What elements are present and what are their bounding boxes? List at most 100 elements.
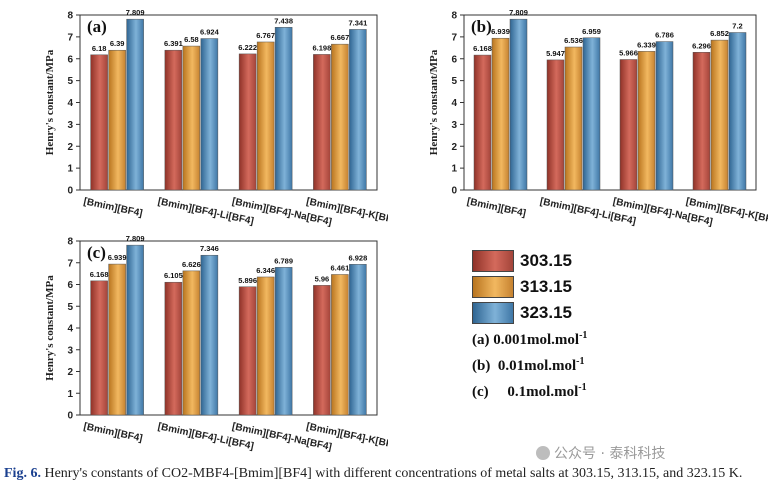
bar-323-15 — [200, 38, 219, 191]
concentration-b-value: 0.01mol.mol — [497, 358, 577, 374]
bar-value-label: 6.198 — [312, 43, 331, 52]
panel-label: (c) — [87, 243, 106, 262]
y-tick-label: 4 — [67, 98, 73, 109]
chart-c-svg: 0 1 2 3 4 5 6 7 8 Henry's constant/MPa (c) 6.168 6.9… — [44, 234, 388, 453]
legend-label-303: 303.15 — [520, 251, 572, 270]
y-tick-label: 7 — [67, 258, 73, 269]
bar-313-15 — [637, 51, 656, 191]
bar-313-15 — [108, 263, 126, 416]
y-tick-label: 6 — [67, 280, 73, 291]
y-tick-label: 6 — [67, 54, 73, 65]
bar-value-label: 7.2 — [732, 22, 742, 31]
y-tick-label: 1 — [451, 164, 457, 175]
bar-value-label: 6.667 — [330, 33, 349, 42]
y-tick-label: 5 — [451, 76, 457, 87]
bar-313-15 — [710, 39, 729, 191]
bar-value-label: 7.341 — [348, 18, 367, 27]
bar-value-label: 6.959 — [582, 27, 601, 36]
y-tick-label: 7 — [451, 32, 457, 43]
bar-323-15 — [728, 32, 747, 191]
bar-303-15 — [546, 59, 565, 191]
category-label: [Bmim][BF4] — [466, 196, 527, 219]
legend-item-313: 313.15 — [472, 276, 572, 298]
bar-value-label: 7.438 — [274, 16, 293, 25]
chart-panel-b: 0 1 2 3 4 5 6 7 8 Henry's constant/MPa (b) 6.168 6.9… — [380, 0, 768, 235]
bar-313-15 — [256, 41, 275, 191]
bar-323-15 — [274, 27, 293, 191]
bar-313-15 — [182, 45, 201, 191]
bar-313-15 — [331, 43, 349, 191]
legend-swatch-323 — [472, 302, 514, 324]
bar-303-15 — [164, 49, 183, 191]
bar-323-15 — [349, 29, 367, 191]
bar-value-label: 5.947 — [546, 49, 565, 58]
bar-303-15 — [692, 52, 711, 191]
legend: 303.15 313.15 323.15 (a) 0.001mol.mol-1 … — [472, 250, 652, 410]
bar-303-15 — [238, 53, 257, 191]
watermark: 公众号 · 泰科科技 — [536, 443, 665, 463]
bar-323-15 — [126, 18, 144, 191]
y-tick-label: 7 — [67, 32, 73, 43]
bar-value-label: 6.346 — [256, 266, 275, 275]
bar-value-label: 6.928 — [348, 253, 367, 262]
legend-label-323: 323.15 — [520, 303, 572, 322]
concentration-a: (a) 0.001mol.mol-1 — [472, 330, 587, 349]
category-label: [Bmim][BF4] — [83, 421, 144, 444]
bar-value-label: 5.966 — [619, 48, 638, 57]
bar-323-15 — [349, 264, 367, 416]
concentration-c: (c) 0.1mol.mol-1 — [472, 382, 587, 401]
bar-value-label: 6.39 — [110, 39, 125, 48]
y-tick-label: 3 — [67, 120, 73, 131]
y-axis-label: Henry's constant/MPa — [428, 49, 440, 155]
y-tick-label: 5 — [67, 302, 73, 313]
bar-303-15 — [473, 54, 492, 191]
y-tick-label: 0 — [67, 186, 73, 197]
y-tick-label: 1 — [67, 164, 73, 175]
bar-303-15 — [313, 285, 331, 416]
legend-item-323: 323.15 — [472, 302, 572, 324]
bar-value-label: 6.924 — [200, 28, 220, 37]
bar-303-15 — [313, 54, 331, 191]
bar-value-label: 6.786 — [655, 31, 674, 40]
y-tick-label: 0 — [67, 411, 73, 422]
watermark-text: 公众号 · 泰科科技 — [554, 446, 666, 462]
bar-303-15 — [90, 54, 108, 191]
bar-value-label: 6.391 — [164, 39, 183, 48]
legend-item-303: 303.15 — [472, 250, 572, 272]
panel-label: (a) — [87, 17, 107, 36]
y-axis-label: Henry's constant/MPa — [44, 275, 56, 381]
concentration-b: (b) 0.01mol.mol-1 — [472, 356, 585, 375]
bar-value-label: 6.222 — [238, 43, 257, 52]
bar-value-label: 7.809 — [509, 8, 528, 17]
bar-value-label: 6.461 — [330, 263, 349, 272]
concentration-a-exp: -1 — [579, 330, 588, 341]
legend-swatch-303 — [472, 250, 514, 272]
bar-303-15 — [238, 286, 257, 416]
concentration-a-tag: (a) — [472, 332, 490, 348]
category-label: [Bmim][BF4] — [83, 196, 144, 219]
y-tick-label: 8 — [451, 11, 457, 22]
bar-value-label: 6.168 — [90, 270, 109, 279]
bar-value-label: 7.346 — [200, 244, 219, 253]
y-tick-label: 2 — [67, 367, 73, 378]
bar-303-15 — [164, 281, 183, 416]
bar-313-15 — [108, 49, 126, 191]
y-tick-label: 3 — [67, 345, 73, 356]
y-axis-label: Henry's constant/MPa — [44, 49, 56, 155]
bar-323-15 — [655, 41, 674, 191]
bar-value-label: 6.536 — [564, 36, 583, 45]
bar-323-15 — [200, 254, 219, 416]
bar-value-label: 6.168 — [473, 44, 492, 53]
y-tick-label: 0 — [451, 186, 457, 197]
legend-swatch-313 — [472, 276, 514, 298]
bar-323-15 — [509, 18, 528, 191]
concentration-c-tag: (c) — [472, 384, 489, 400]
bar-313-15 — [182, 270, 201, 416]
y-tick-label: 2 — [67, 142, 73, 153]
bar-value-label: 6.296 — [692, 41, 711, 50]
y-tick-label: 6 — [451, 54, 457, 65]
legend-label-313: 313.15 — [520, 277, 572, 296]
bar-303-15 — [90, 280, 108, 416]
bar-value-label: 6.939 — [491, 27, 510, 36]
